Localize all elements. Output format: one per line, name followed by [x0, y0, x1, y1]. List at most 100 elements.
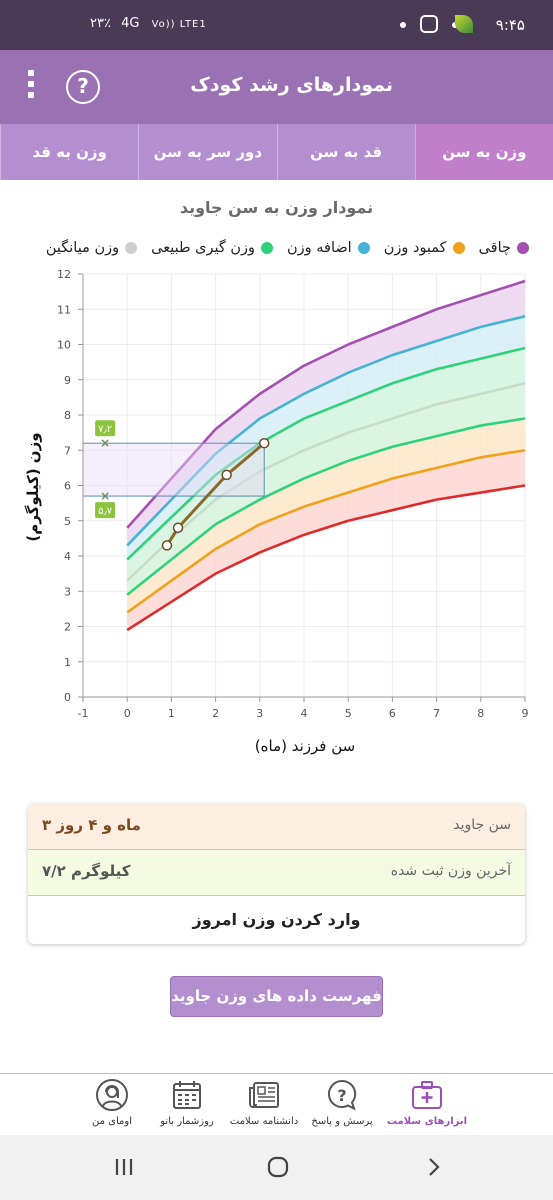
child-weight-line [165, 442, 266, 547]
legend-dot-icon [357, 242, 370, 254]
legend-label: کمبود وزن [383, 240, 447, 256]
last-weight-row: آخرین وزن ثبت شده ۷/۲ کیلوگرم [28, 850, 525, 896]
y-tick-label: 3 [64, 585, 71, 598]
legend-dot-icon [260, 242, 273, 254]
chart-title: نمودار وزن به سن جاوید [179, 198, 374, 217]
chart-band [127, 316, 525, 560]
svg-text:?: ? [337, 1086, 346, 1105]
legend-label: اضافه وزن [286, 240, 352, 256]
legend-item-overweight[interactable]: اضافه وزن [287, 240, 370, 256]
nav-my-profile[interactable]: اومای من [70, 1078, 154, 1127]
x-tick-label: 3 [256, 707, 263, 720]
series-line-1 [126, 315, 526, 547]
chart-child-series [161, 437, 270, 551]
age-row: سن جاوید ۳ ماه و ۴ روز [28, 804, 525, 850]
y-tick-label: 9 [64, 374, 71, 387]
legend-dot-icon [125, 242, 138, 254]
nav-label: دانشنامه سلامت [229, 1116, 299, 1127]
x-tick-label: 9 [522, 707, 529, 720]
recent-apps-icon[interactable] [112, 1155, 136, 1179]
legend-item-obese[interactable]: چاقی [479, 240, 529, 256]
legend-label: وزن میانگین [45, 240, 120, 256]
page-title: نمودارهای رشد کودک [190, 74, 393, 96]
nav-lady-calendar[interactable]: روزشمار بانو [145, 1078, 229, 1127]
network-text: 4G [121, 16, 141, 31]
nav-label: ابزارهای سلامت [386, 1116, 468, 1127]
nav-label: پرسش و پاسخ [311, 1116, 373, 1127]
home-icon[interactable] [266, 1155, 290, 1179]
back-icon[interactable] [422, 1155, 446, 1179]
y-tick-label: 0 [64, 691, 71, 704]
y-tick-label: 6 [64, 480, 71, 493]
range-max-marker-icon: × [100, 436, 110, 450]
battery-text: ۲۳٪ [90, 16, 111, 31]
nav-health-encyclopedia[interactable]: دانشنامه سلامت [222, 1078, 306, 1127]
chart-grid [82, 273, 526, 698]
lte-text: Vo)) LTE1 [151, 19, 207, 30]
enter-today-weight-button[interactable]: وارد کردن وزن امروز [192, 910, 361, 929]
chart-band [127, 281, 525, 546]
range-min-badge [95, 502, 116, 519]
tab-height-for-age[interactable]: قد به سن [276, 124, 415, 180]
chart-legend: چاقی کمبود وزن اضافه وزن وزن گیری طبیعی … [46, 240, 529, 256]
question-bubble-icon: ? [327, 1079, 357, 1111]
nav-label: روزشمار بانو [160, 1116, 214, 1127]
more-vert-icon[interactable] [24, 70, 38, 106]
weight-data-list-button[interactable]: فهرست داده های وزن جاوید [170, 976, 383, 1017]
nav-questions-answers[interactable]: ? پرسش و پاسخ [300, 1078, 384, 1127]
chart-band [127, 348, 525, 581]
legend-item-underweight[interactable]: کمبود وزن [384, 240, 465, 256]
legend-dot-icon [517, 242, 529, 254]
range-box [82, 442, 265, 497]
tab-head-circumference-for-age[interactable]: دور سر به سن [138, 124, 276, 180]
legend-dot-icon [452, 242, 465, 254]
x-tick-label: 8 [477, 707, 484, 720]
tab-bar: وزن به سن قد به سن دور سر به سن وزن به ق… [0, 124, 553, 180]
chart-band [127, 383, 525, 595]
first-aid-kit-icon [412, 1081, 442, 1109]
x-tick-label: 1 [168, 707, 175, 720]
app-leaf-icon [455, 15, 473, 33]
x-tick-label: 2 [212, 707, 219, 720]
chart-band [127, 450, 525, 631]
bottom-navigation: ابزارهای سلامت ? پرسش و پاسخ دانشنامه سل… [0, 1073, 553, 1135]
help-icon[interactable]: ? [66, 70, 100, 104]
y-tick-label: 1 [64, 656, 71, 669]
y-tick-label: 8 [64, 409, 71, 422]
notification-dot-icon [400, 22, 406, 28]
series-line-3 [126, 382, 526, 582]
tab-weight-for-height[interactable]: وزن به قد [0, 124, 138, 180]
legend-label: چاقی [478, 240, 511, 256]
child-weight-point [221, 469, 232, 481]
x-tick-label: 6 [389, 707, 396, 720]
range-min-marker-icon: × [100, 489, 110, 503]
profile-woman-icon [96, 1079, 128, 1111]
clock: ۹:۴۵ [495, 16, 525, 34]
y-tick-label: 4 [64, 550, 71, 563]
series-line-6 [126, 484, 526, 632]
x-tick-label: 4 [301, 707, 308, 720]
y-axis-label: وزن (کیلوگرم) [24, 432, 42, 541]
status-bar: ۲۳٪ 4G Vo)) LTE1 ۹:۴۵ [0, 0, 553, 50]
series-line-4 [126, 417, 526, 596]
chart-lines [126, 279, 526, 632]
y-tick-label: 2 [64, 621, 71, 634]
legend-label: وزن گیری طبیعی [151, 240, 255, 256]
app-bar: ? نمودارهای رشد کودک [0, 50, 553, 124]
legend-item-average[interactable]: وزن میانگین [45, 240, 138, 256]
range-min-label: ۵٫۷ [98, 506, 113, 517]
legend-item-normal-gain[interactable]: وزن گیری طبیعی [151, 240, 273, 256]
chart-band [127, 418, 525, 613]
y-tick-label: 12 [57, 268, 71, 281]
tab-weight-for-age[interactable]: وزن به سن [414, 124, 553, 180]
newspaper-icon [249, 1082, 279, 1108]
last-weight-value: ۷/۲ کیلوگرم [42, 862, 131, 880]
system-navigation-bar [0, 1135, 553, 1200]
nav-health-tools[interactable]: ابزارهای سلامت [385, 1078, 469, 1127]
x-axis-label: سن فرزند (ماه) [255, 737, 355, 755]
range-max-label: ۷٫۲ [98, 424, 112, 435]
x-tick-label: 0 [124, 707, 131, 720]
last-weight-label: آخرین وزن ثبت شده [390, 863, 511, 879]
age-value: ۳ ماه و ۴ روز [42, 816, 141, 834]
